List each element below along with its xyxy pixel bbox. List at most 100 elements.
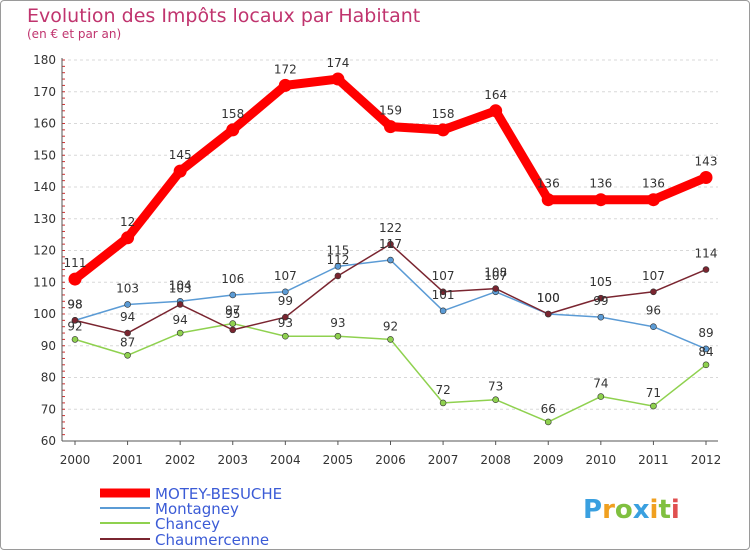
y-tick-label: 180 bbox=[33, 53, 56, 67]
data-point bbox=[702, 345, 710, 353]
data-label: 98 bbox=[67, 297, 82, 311]
y-tick-label: 90 bbox=[41, 339, 56, 353]
data-point bbox=[646, 193, 660, 207]
data-label: 99 bbox=[593, 294, 608, 308]
data-label: 112 bbox=[326, 253, 349, 267]
data-point bbox=[439, 307, 447, 315]
y-tick-label: 170 bbox=[33, 85, 56, 99]
data-point bbox=[439, 288, 447, 296]
x-tick-label: 2003 bbox=[217, 453, 248, 467]
data-label: 98 bbox=[67, 297, 82, 311]
data-label: 93 bbox=[330, 316, 345, 330]
data-point bbox=[492, 396, 499, 404]
data-label: 115 bbox=[326, 243, 349, 257]
data-point bbox=[334, 332, 342, 340]
data-label: 84 bbox=[698, 345, 713, 359]
data-label: 136 bbox=[589, 177, 612, 191]
x-tick-label: 2002 bbox=[165, 453, 196, 467]
logo-letter: t bbox=[658, 495, 670, 525]
x-tick-label: 2012 bbox=[691, 453, 722, 467]
data-label: 93 bbox=[278, 316, 293, 330]
data-point bbox=[387, 336, 394, 343]
logo-letter: i bbox=[671, 495, 680, 525]
proxiti-logo: Proxiti bbox=[583, 495, 680, 525]
data-label: 172 bbox=[274, 62, 297, 76]
data-label: 101 bbox=[432, 288, 455, 302]
legend-label: Chancey bbox=[155, 515, 220, 533]
series-line-montagney bbox=[74, 259, 707, 350]
data-label: 103 bbox=[116, 281, 139, 295]
data-label: 92 bbox=[383, 319, 398, 333]
data-label: 159 bbox=[379, 104, 402, 118]
x-tick-label: 2006 bbox=[375, 453, 406, 467]
data-point bbox=[597, 294, 605, 302]
data-label: 96 bbox=[646, 304, 661, 318]
data-point bbox=[124, 329, 131, 337]
data-label: 158 bbox=[432, 107, 455, 121]
chart-title: Evolution des Impôts locaux par Habitant bbox=[27, 5, 420, 27]
data-point bbox=[699, 170, 713, 184]
data-point bbox=[278, 78, 292, 92]
data-point bbox=[650, 402, 657, 410]
x-tick-label: 2000 bbox=[60, 453, 91, 467]
data-label: 87 bbox=[120, 335, 135, 349]
logo-letter: x bbox=[633, 495, 650, 525]
logo-letter: r bbox=[602, 495, 615, 525]
logo-letter: o bbox=[615, 495, 633, 525]
x-tick-label: 2007 bbox=[428, 453, 459, 467]
data-point bbox=[544, 310, 552, 318]
legend-label: Chaumercenne bbox=[155, 531, 269, 549]
data-label: 117 bbox=[379, 237, 402, 251]
y-tick-label: 150 bbox=[33, 148, 56, 162]
data-point bbox=[594, 193, 608, 207]
data-label: 114 bbox=[695, 247, 718, 261]
data-point bbox=[492, 285, 499, 292]
data-point bbox=[229, 291, 237, 299]
data-point bbox=[387, 256, 394, 264]
data-label: 108 bbox=[484, 266, 507, 280]
data-point bbox=[436, 123, 450, 137]
data-label: 174 bbox=[326, 56, 349, 70]
y-tick-label: 130 bbox=[33, 212, 56, 226]
axes bbox=[61, 58, 718, 445]
data-point bbox=[229, 320, 237, 327]
data-point bbox=[597, 393, 605, 400]
data-point bbox=[68, 272, 82, 286]
x-tick-label: 2011 bbox=[638, 453, 669, 467]
data-point bbox=[334, 263, 342, 270]
data-label: 12 bbox=[120, 215, 135, 229]
data-point bbox=[71, 317, 79, 324]
data-label: 106 bbox=[221, 272, 244, 286]
data-labels: 111 12 145 158 172 174 159 158 164 136 136 136 143 98… bbox=[64, 56, 718, 416]
data-point bbox=[282, 313, 289, 321]
data-label: 74 bbox=[593, 377, 608, 391]
y-tick-label: 80 bbox=[41, 371, 56, 385]
data-label: 94 bbox=[120, 310, 135, 324]
x-axis-ticks: 2000 2001 2002 2003 2004 2005 2006 2007 2008 2009… bbox=[60, 453, 722, 467]
data-label: 94 bbox=[173, 313, 188, 327]
series-group bbox=[68, 72, 713, 426]
y-tick-label: 140 bbox=[33, 180, 56, 194]
data-label: 136 bbox=[537, 177, 560, 191]
data-label: 107 bbox=[642, 269, 665, 283]
data-point bbox=[384, 120, 397, 134]
data-label: 89 bbox=[698, 326, 713, 340]
legend-label: Montagney bbox=[155, 500, 239, 518]
data-point bbox=[282, 288, 289, 296]
data-label: 72 bbox=[435, 383, 450, 397]
data-label: 158 bbox=[221, 107, 244, 121]
legend: MOTEY-BESUCHEMontagneyChanceyChaumercenn… bbox=[100, 485, 282, 549]
y-tick-label: 70 bbox=[41, 402, 56, 416]
data-point bbox=[176, 301, 184, 308]
data-label: 97 bbox=[225, 304, 240, 318]
legend-label: MOTEY-BESUCHE bbox=[155, 485, 282, 503]
x-tick-label: 2009 bbox=[533, 453, 564, 467]
x-tick-label: 2010 bbox=[586, 453, 617, 467]
data-label: 100 bbox=[537, 291, 560, 305]
data-point bbox=[124, 301, 131, 308]
x-tick-label: 2004 bbox=[270, 453, 301, 467]
data-label: 92 bbox=[67, 319, 82, 333]
data-label: 145 bbox=[169, 148, 192, 162]
data-point bbox=[702, 266, 710, 273]
data-label: 107 bbox=[432, 269, 455, 283]
